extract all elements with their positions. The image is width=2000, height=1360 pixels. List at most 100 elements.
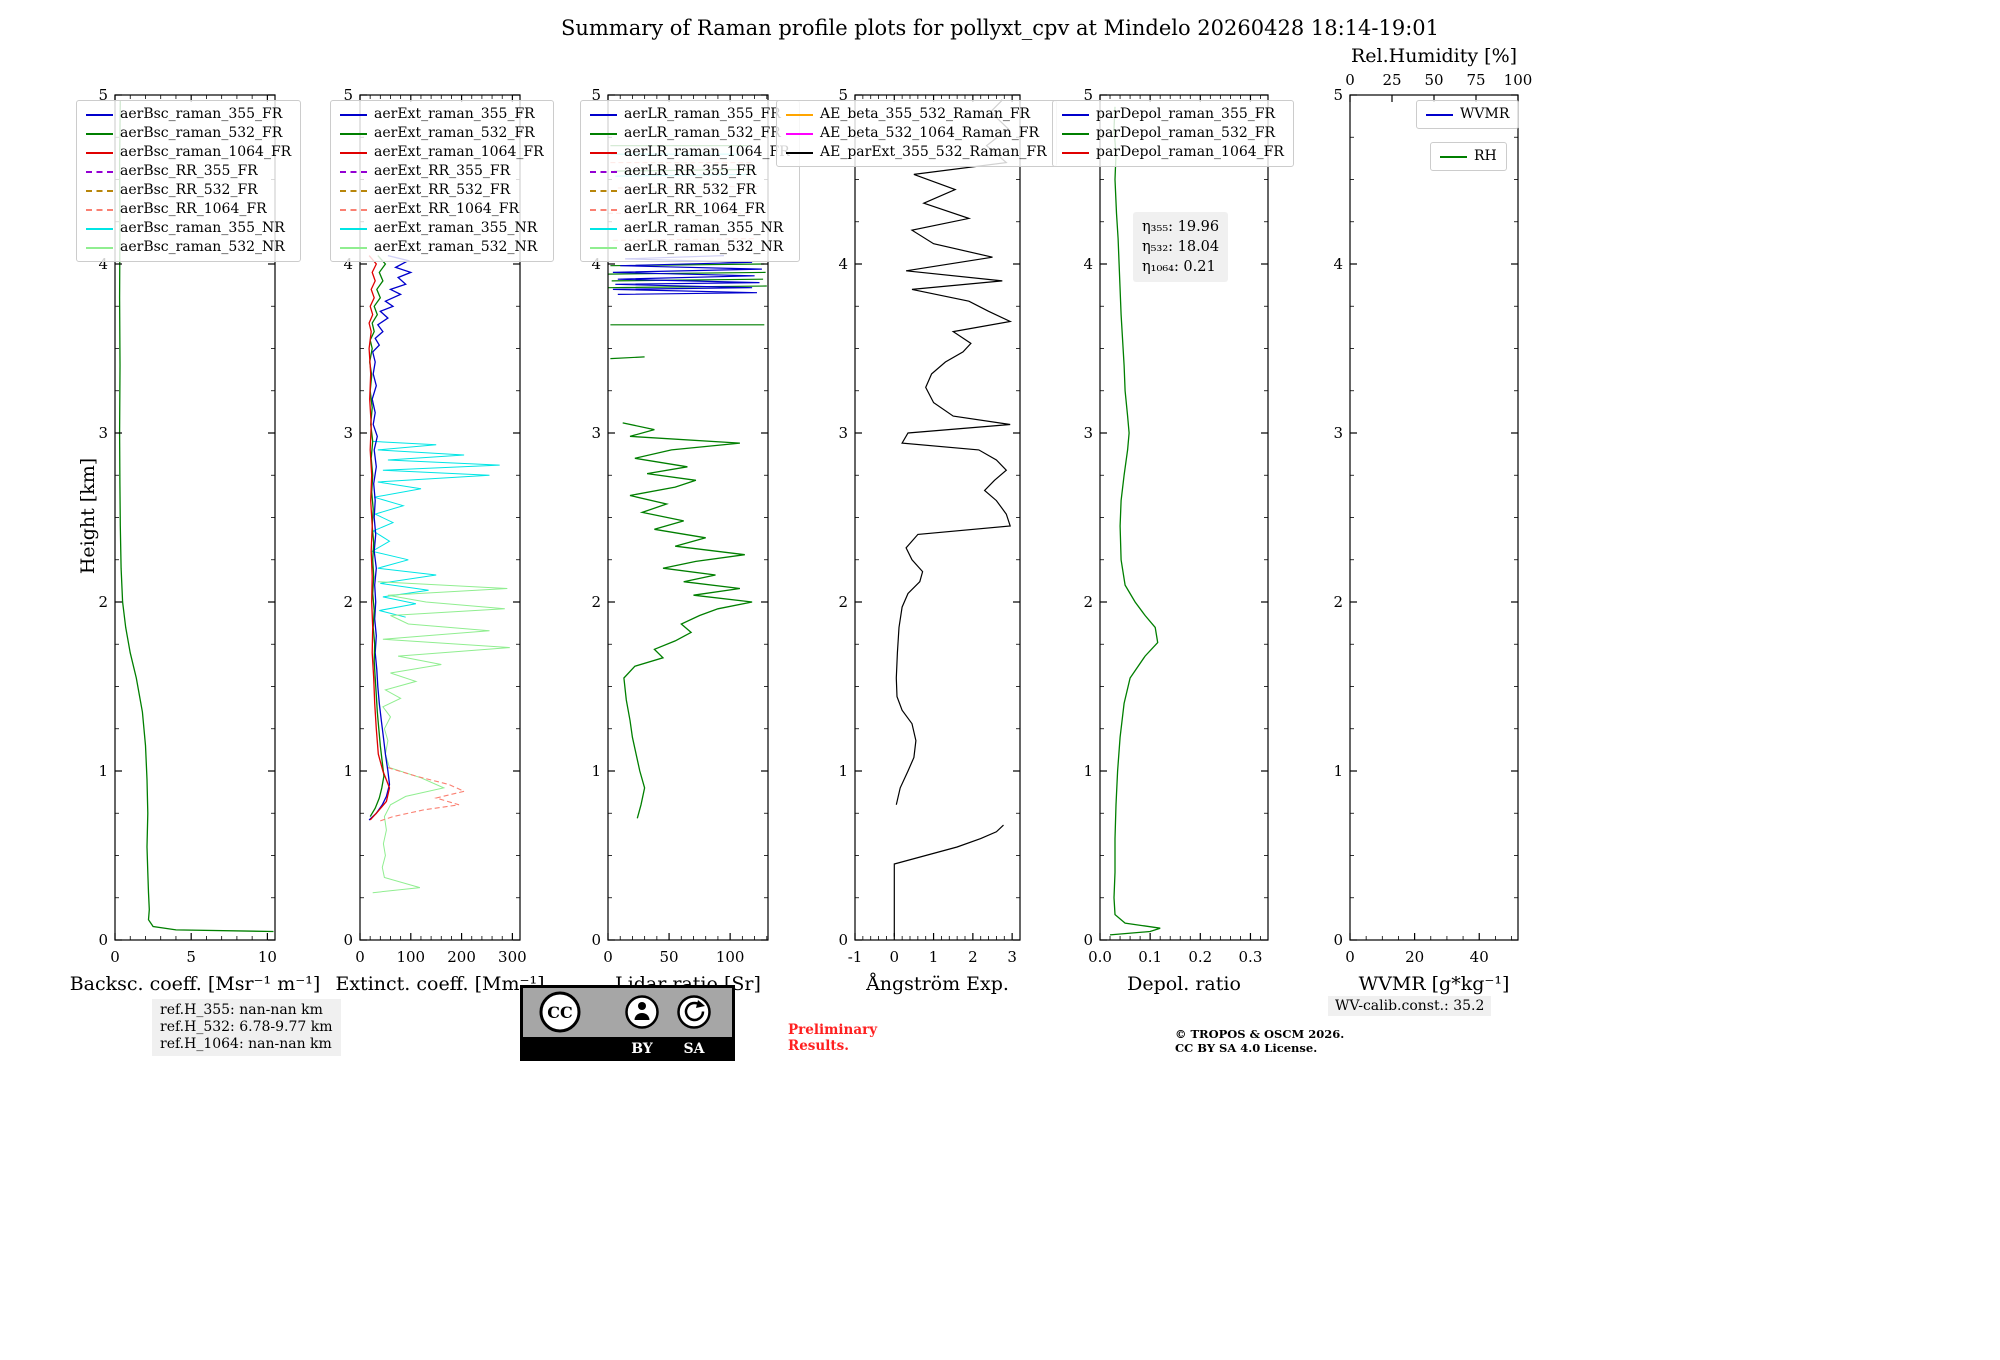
copyright-line-2: CC BY SA 4.0 License. xyxy=(1175,1040,1318,1055)
legend-line-sample xyxy=(86,132,113,135)
legend-label: aerExt_raman_355_NR xyxy=(374,220,538,236)
legend-line-sample xyxy=(590,189,617,192)
legend-line-sample xyxy=(340,170,367,173)
y-tick-label: 1 xyxy=(343,762,353,780)
legend-line-sample xyxy=(590,208,617,211)
legend-label: aerBsc_raman_355_FR xyxy=(120,106,283,122)
legend-label: aerLR_RR_1064_FR xyxy=(624,201,766,217)
ref-h-355: ref.H_355: nan-nan km xyxy=(160,1002,323,1018)
legend-line-sample xyxy=(86,189,113,192)
legend-lidar_ratio: aerLR_raman_355_FR aerLR_raman_532_FR aerL… xyxy=(580,100,800,262)
legend-line-sample xyxy=(86,246,113,249)
cc-badge-sa-label: SA xyxy=(684,1041,706,1057)
legend-label: aerExt_raman_1064_FR xyxy=(374,144,544,160)
legend-label: parDepol_raman_1064_FR xyxy=(1096,144,1284,160)
legend-entry: AE_parExt_355_532_Raman_FR xyxy=(786,143,1047,162)
legend-entry: aerBsc_raman_532_FR xyxy=(86,124,291,143)
series-aerLR_raman_532_FR_main xyxy=(622,422,753,819)
legend-label: aerLR_raman_1064_FR xyxy=(624,144,790,160)
legend-line-sample xyxy=(340,132,367,135)
x-tick-label: 50 xyxy=(660,948,679,966)
legend-entry: aerLR_RR_532_FR xyxy=(590,181,790,200)
x-tick-label: -1 xyxy=(848,948,863,966)
y-tick-label: 0 xyxy=(343,931,353,949)
series-aerExt_RR_1064_FR xyxy=(377,767,466,823)
series-aerExt_raman_1064_FR xyxy=(368,255,391,821)
series-AE_parExt_355_532_Raman_FR xyxy=(893,99,1013,937)
legend-line-sample xyxy=(86,170,113,173)
y-tick-label: 1 xyxy=(98,762,108,780)
cc-by-sa-badge: CC BY SA xyxy=(520,985,735,1065)
series-aerExt_raman_532_NR xyxy=(372,581,510,894)
legend-label: aerExt_raman_532_FR xyxy=(374,125,535,141)
x-axis-label-angstrom: Ångström Exp. xyxy=(865,973,1009,995)
cc-badge-by-label: BY xyxy=(631,1041,654,1057)
y-tick-label: 4 xyxy=(591,255,601,273)
preliminary-line-1: Preliminary xyxy=(788,1022,878,1038)
wv-calibration-constant: WV-calib.const.: 35.2 xyxy=(1328,996,1492,1016)
panel-extinction-series xyxy=(368,254,510,894)
legend-line-sample xyxy=(340,113,367,116)
x-tick-label: 0 xyxy=(890,948,900,966)
legend-label: AE_parExt_355_532_Raman_FR xyxy=(820,144,1047,160)
legend-line-sample xyxy=(1062,151,1089,154)
top-tick-label: 25 xyxy=(1382,71,1401,89)
legend-entry: aerLR_raman_532_NR xyxy=(590,238,790,257)
legend-entry: aerBsc_RR_1064_FR xyxy=(86,200,291,219)
legend-entry: aerBsc_raman_355_NR xyxy=(86,219,291,238)
y-tick-label: 1 xyxy=(1333,762,1343,780)
legend-label: aerExt_raman_532_NR xyxy=(374,239,538,255)
legend-label: aerLR_raman_532_NR xyxy=(624,239,784,255)
eta-355-value: η₃₅₅: 19.96 xyxy=(1142,219,1220,235)
panel-depol-series xyxy=(1109,106,1161,936)
ref-h-532: ref.H_532: 6.78-9.77 km xyxy=(160,1019,333,1035)
legend-line-sample xyxy=(340,151,367,154)
x-tick-label: 3 xyxy=(1007,948,1017,966)
y-tick-label: 3 xyxy=(343,424,353,442)
x-tick-label: 0.1 xyxy=(1138,948,1162,966)
legend-entry: aerExt_RR_355_FR xyxy=(340,162,544,181)
x-tick-label: 0 xyxy=(603,948,613,966)
y-axis-label: Height [km] xyxy=(77,457,99,575)
x-tick-label: 40 xyxy=(1470,948,1489,966)
legend-line-sample xyxy=(340,227,367,230)
x-tick-label: 0.0 xyxy=(1088,948,1112,966)
y-tick-label: 4 xyxy=(98,255,108,273)
legend-line-sample xyxy=(1062,113,1089,116)
y-tick-label: 5 xyxy=(591,86,601,104)
legend-label: aerBsc_raman_532_FR xyxy=(120,125,283,141)
legend-entry: aerBsc_raman_1064_FR xyxy=(86,143,291,162)
legend-entry: AE_beta_532_1064_Raman_FR xyxy=(786,124,1047,143)
attribution-person-icon xyxy=(625,995,659,1029)
x-tick-label: 300 xyxy=(498,948,527,966)
legend-label: aerExt_RR_1064_FR xyxy=(374,201,520,217)
legend-label: aerLR_RR_355_FR xyxy=(624,163,757,179)
legend-extinction: aerExt_raman_355_FR aerExt_raman_532_FR ae… xyxy=(330,100,554,262)
cc-badge-bottom-bar xyxy=(523,1037,732,1058)
legend-entry: AE_beta_355_532_Raman_FR xyxy=(786,105,1047,124)
eta-532-value: η₅₃₂: 18.04 xyxy=(1142,239,1220,255)
legend-label: parDepol_raman_355_FR xyxy=(1096,106,1276,122)
legend-label: aerLR_raman_355_FR xyxy=(624,106,781,122)
legend-line-sample xyxy=(86,227,113,230)
series-aerExt_raman_355_NR xyxy=(370,440,500,618)
y-tick-label: 4 xyxy=(343,255,353,273)
y-tick-label: 0 xyxy=(98,931,108,949)
depol-calibration-annotation: η₃₅₅: 19.96 η₅₃₂: 18.04 η₁₀₆₄: 0.21 xyxy=(1133,212,1229,282)
series-aerExt_raman_355_FR xyxy=(368,254,413,821)
legend-line-sample xyxy=(86,208,113,211)
legend-line-sample xyxy=(590,132,617,135)
y-tick-label: 5 xyxy=(343,86,353,104)
series-aerLR_raman_355_FR xyxy=(612,255,762,295)
legend-line-sample xyxy=(1440,155,1467,158)
cc-logo-icon: CC xyxy=(539,991,581,1033)
y-tick-label: 3 xyxy=(1333,424,1343,442)
legend-line-sample xyxy=(786,151,813,154)
y-tick-label: 5 xyxy=(1333,86,1343,104)
y-tick-label: 3 xyxy=(98,424,108,442)
x-tick-label: 100 xyxy=(716,948,745,966)
legend-rh: RH xyxy=(1430,142,1507,171)
legend-label: aerBsc_raman_355_NR xyxy=(120,220,285,236)
legend-line-sample xyxy=(590,246,617,249)
